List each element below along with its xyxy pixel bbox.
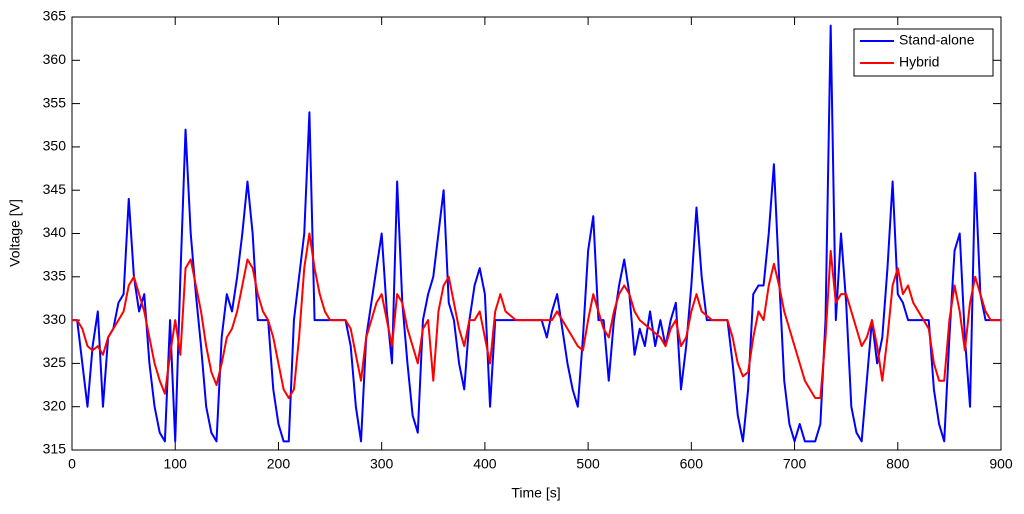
series-line [72, 232, 1001, 400]
y-tick-label: 335 [43, 268, 67, 284]
y-tick-label: 340 [43, 224, 67, 240]
x-tick-label: 0 [68, 456, 76, 472]
y-tick-label: 365 [43, 8, 67, 24]
plot-area [71, 16, 1002, 451]
y-tick-label: 315 [43, 441, 67, 457]
x-tick-label: 800 [886, 456, 910, 472]
y-axis-label: Voltage [V] [7, 199, 23, 267]
y-tick-label: 330 [43, 311, 67, 327]
x-tick-label: 400 [473, 456, 497, 472]
y-tick-label: 350 [43, 138, 67, 154]
y-tick-label: 355 [43, 94, 67, 110]
y-tick-label: 345 [43, 181, 67, 197]
x-tick-label: 900 [989, 456, 1013, 472]
x-tick-label: 600 [680, 456, 704, 472]
y-tick-label: 360 [43, 51, 67, 67]
legend-label: Hybrid [899, 54, 939, 70]
legend-label: Stand-alone [899, 32, 975, 48]
y-tick-label: 320 [43, 397, 67, 413]
x-tick-label: 200 [267, 456, 291, 472]
x-tick-label: 700 [783, 456, 807, 472]
x-tick-label: 300 [370, 456, 394, 472]
x-tick-label: 500 [576, 456, 600, 472]
legend-box [853, 28, 994, 77]
x-tick-label: 100 [164, 456, 188, 472]
y-tick-label: 325 [43, 354, 67, 370]
x-axis-label: Time [s] [511, 485, 560, 501]
